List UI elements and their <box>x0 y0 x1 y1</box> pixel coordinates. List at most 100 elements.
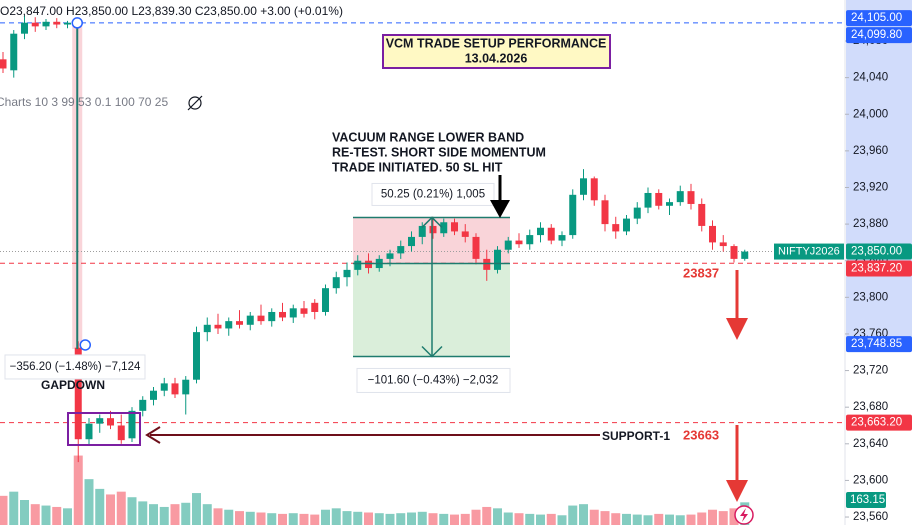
y-tick-label: 23,600 <box>853 474 888 486</box>
volume-bar <box>611 513 621 525</box>
candle-body <box>709 225 716 243</box>
candle-body <box>698 203 706 226</box>
price-label: 24,099.80 <box>851 29 902 41</box>
level-label: 23663 <box>683 427 719 442</box>
volume-layer <box>0 455 750 525</box>
volume-bar <box>256 512 266 525</box>
hide-icon[interactable] <box>187 95 203 111</box>
symbol-tag-bg <box>774 243 844 260</box>
measure-label: −356.20 (−1.48%) −7,124 <box>10 361 141 373</box>
volume-bar <box>729 508 739 525</box>
volume-bar <box>342 511 352 525</box>
candle-body <box>139 399 147 411</box>
target-label: −101.60 (−0.43%) −2,032 <box>368 375 499 387</box>
volume-bar <box>396 513 406 525</box>
candle-body <box>193 332 200 380</box>
candle-body <box>182 379 190 395</box>
front-layer: 23,56023,60023,64023,68023,72023,76023,8… <box>4 10 912 523</box>
candle-body <box>612 224 620 232</box>
stop-label-bg <box>371 182 495 206</box>
candle-body <box>526 235 534 245</box>
candle-body <box>504 240 512 250</box>
alert-icon[interactable] <box>734 505 754 525</box>
volume-bar <box>546 513 556 525</box>
candle-body <box>644 192 652 208</box>
candle-body <box>0 59 7 69</box>
measure-handle <box>71 17 83 29</box>
candle-body <box>311 302 319 312</box>
volume-bar <box>138 501 148 525</box>
volume-label-bg <box>846 492 886 508</box>
candle-body <box>53 21 61 25</box>
price-label-bg <box>846 260 912 277</box>
volume-bar <box>149 504 158 525</box>
candle-body <box>418 225 426 237</box>
volume-bar <box>622 513 631 525</box>
volume-bar <box>718 511 728 525</box>
volume-bar <box>41 505 51 525</box>
candle-body <box>236 321 243 325</box>
candle-body <box>279 311 286 318</box>
candle-body <box>300 308 308 314</box>
volume-bar <box>159 506 169 525</box>
gapdown-label: GAPDOWN <box>41 378 105 392</box>
price-label-bg <box>846 414 912 431</box>
y-tick-label: 23,960 <box>853 145 888 157</box>
y-tick-label: 23,880 <box>853 218 888 230</box>
volume-bar <box>579 504 588 525</box>
setup-note: TRADE INITIATED. 50 SL HIT <box>332 160 503 174</box>
volume-bar <box>84 479 94 525</box>
y-tick-label: 23,560 <box>853 511 888 523</box>
symbol-tag: NIFTYJ2026 <box>778 245 840 257</box>
volume-bar <box>557 515 567 525</box>
arrow-head <box>421 216 443 228</box>
candle-body <box>128 410 136 439</box>
candle-body <box>451 222 458 232</box>
candle-body <box>590 178 598 201</box>
candle-body <box>429 225 437 234</box>
volume-bar <box>224 509 234 525</box>
volume-bar <box>331 508 341 525</box>
volume-label: 163.15K <box>850 494 893 506</box>
volume-bar <box>460 513 470 525</box>
volume-bar <box>374 513 384 525</box>
down-arrow-head <box>726 318 748 340</box>
volume-bar <box>288 513 298 525</box>
candle-body <box>623 218 630 232</box>
candle-body <box>257 315 265 322</box>
volume-bar <box>493 508 502 525</box>
candle-body <box>64 22 71 25</box>
volume-bar <box>589 509 599 525</box>
volume-bar <box>0 495 8 525</box>
candle-body <box>547 227 555 241</box>
candle-body <box>494 249 501 270</box>
y-tick-label: 23,920 <box>853 182 888 194</box>
volume-bar <box>52 506 62 525</box>
candle-body <box>322 288 329 312</box>
candle-body <box>85 423 93 440</box>
volume-bar <box>525 513 535 525</box>
candle-body <box>268 311 276 322</box>
candle-body <box>730 246 738 259</box>
volume-bar <box>675 515 685 525</box>
volume-bar <box>439 513 449 525</box>
price-label: 23,837.20 <box>851 263 902 275</box>
candle-body <box>246 315 254 325</box>
price-label-bg <box>846 10 912 27</box>
volume-bar <box>708 509 717 525</box>
volume-bar <box>385 513 395 525</box>
candle-body <box>214 324 222 329</box>
volume-bar <box>600 511 610 525</box>
support-label: SUPPORT-1 <box>602 429 670 443</box>
level-label: 23837 <box>683 265 719 280</box>
y-tick-label: 24,040 <box>853 72 888 84</box>
y-tick-label: 24,000 <box>853 108 888 120</box>
stop-label: 50.25 (0.21%) 1,005 <box>381 188 485 200</box>
candle-body <box>42 21 50 27</box>
candle-body <box>666 202 673 206</box>
candle-body <box>687 191 695 204</box>
candle-body <box>160 383 168 391</box>
candle-body <box>10 33 18 71</box>
volume-bar <box>278 513 287 525</box>
